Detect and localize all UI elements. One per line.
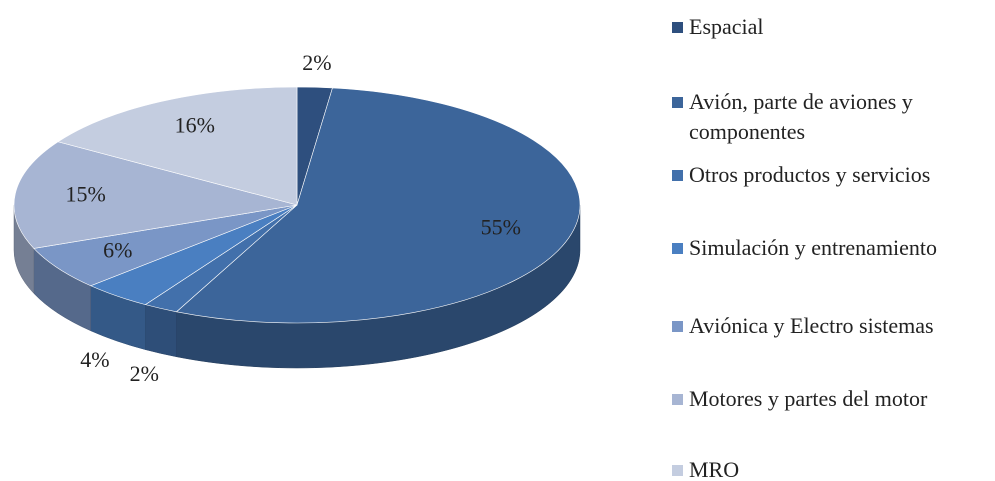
legend-item: Aviónica y Electro sistemas [672,311,934,341]
legend-label: Aviónica y Electro sistemas [689,313,934,338]
legend-label: Motores y partes del motor [689,386,928,411]
legend-swatch [672,22,683,33]
legend-swatch [672,394,683,405]
legend-label: Otros productos y servicios [689,162,931,187]
legend-label: Simulación y entrenamiento [689,235,938,260]
pie-sides [13,204,581,369]
legend-item: Espacial [672,12,764,42]
slice [175,87,581,324]
slice [57,86,298,206]
pie-tops [13,86,581,324]
data-label: 6% [103,237,132,262]
slice [13,141,298,249]
legend-item: Otros productos y servicios [672,160,930,190]
legend-label: Avión, parte de aviones y componentes [689,89,913,144]
legend-item: Motores y partes del motor [672,384,927,414]
legend-item: Simulación y entrenamiento [672,233,937,263]
legend-label: MRO [689,457,740,481]
legend-item: MRO [672,455,739,481]
data-label: 16% [175,112,215,137]
data-label: 15% [66,182,106,207]
slice-side [145,304,177,358]
data-label: 55% [481,215,521,240]
legend-swatch [672,170,683,181]
legend-swatch [672,321,683,332]
data-label: 2% [302,50,331,75]
legend-item: Avión, parte de aviones y componentes [672,87,984,147]
legend-label: Espacial [689,14,764,39]
data-label: 4% [80,347,109,372]
legend-swatch [672,243,683,254]
legend-swatch [672,97,683,108]
legend-swatch [672,465,683,476]
data-label: 2% [130,361,159,386]
